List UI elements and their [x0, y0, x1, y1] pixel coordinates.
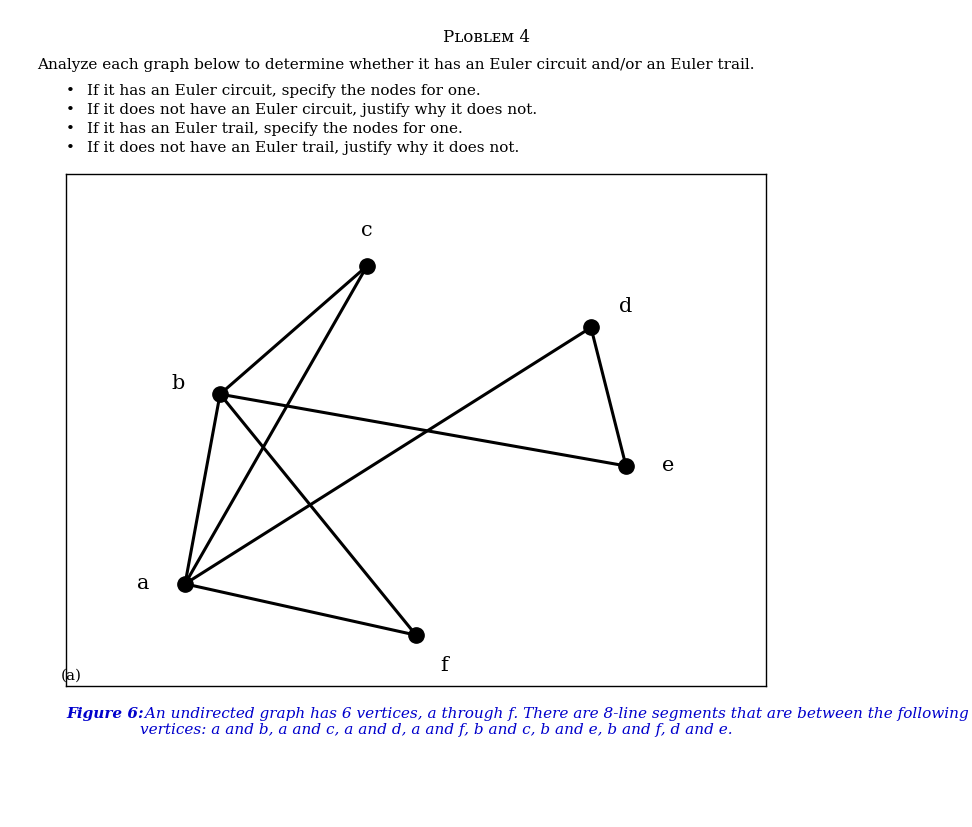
- Text: If it has an Euler circuit, specify the nodes for one.: If it has an Euler circuit, specify the …: [87, 84, 481, 98]
- Text: Figure 6:: Figure 6:: [66, 707, 144, 721]
- Text: If it does not have an Euler circuit, justify why it does not.: If it does not have an Euler circuit, ju…: [87, 103, 538, 117]
- Text: c: c: [362, 221, 373, 240]
- Text: •: •: [66, 103, 75, 117]
- Text: d: d: [619, 298, 633, 317]
- Text: f: f: [440, 657, 448, 676]
- Text: e: e: [662, 457, 675, 476]
- Text: •: •: [66, 84, 75, 98]
- Text: An undirected graph has 6 vertices, a through f. There are 8-line segments that : An undirected graph has 6 vertices, a th…: [140, 707, 969, 738]
- Text: If it has an Euler trail, specify the nodes for one.: If it has an Euler trail, specify the no…: [87, 122, 464, 136]
- Text: If it does not have an Euler trail, justify why it does not.: If it does not have an Euler trail, just…: [87, 141, 520, 155]
- Text: a: a: [137, 575, 150, 593]
- Text: Pʟᴏʙʟᴇᴍ 4: Pʟᴏʙʟᴇᴍ 4: [442, 29, 530, 46]
- Text: (a): (a): [61, 668, 83, 682]
- Text: Analyze each graph below to determine whether it has an Euler circuit and/or an : Analyze each graph below to determine wh…: [37, 58, 754, 72]
- Text: •: •: [66, 141, 75, 155]
- Text: b: b: [171, 375, 185, 394]
- Text: •: •: [66, 122, 75, 136]
